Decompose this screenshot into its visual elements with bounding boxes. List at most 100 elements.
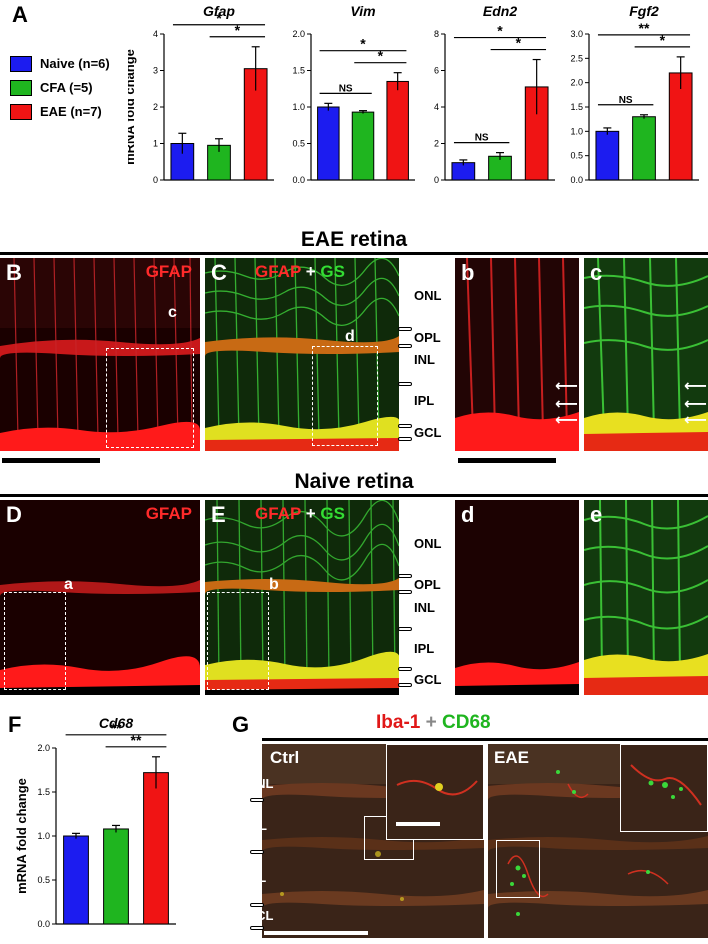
- panel-label-d: d: [461, 502, 475, 527]
- panel-G-layer-onl: ONL: [246, 776, 274, 791]
- chart-edn2: Edn2 0 2 4 6 8 NS * *: [434, 3, 555, 185]
- panel-label-C: C: [211, 260, 227, 285]
- panel-G-stain-iba: Iba-1: [376, 712, 421, 733]
- panel-e-image: [584, 500, 708, 695]
- panel-G-layer-ipl: IPL: [246, 870, 267, 885]
- legend-swatch-naive: [10, 56, 32, 72]
- legend-label-eae: EAE (n=7): [40, 104, 102, 119]
- panel-G-scale-bar: [264, 931, 368, 935]
- panel-G-stain-cd68: CD68: [442, 712, 491, 733]
- panel-E-stain-gs: GS: [320, 504, 345, 523]
- panel-label-B: B: [6, 260, 22, 285]
- arrow-icon: ⟵: [555, 378, 578, 395]
- y-tick-label: 0.5: [37, 875, 50, 885]
- naive-layer-tick: [398, 590, 412, 594]
- panel-E-inset-box: [207, 592, 269, 690]
- panel-D-stain-gfap: GFAP: [145, 504, 192, 523]
- panel-label-G: G: [232, 712, 250, 737]
- arrow-icon: ⟵: [684, 378, 707, 395]
- panel-label-D: D: [6, 502, 22, 527]
- y-tick-label: 1.5: [37, 787, 50, 797]
- panel-G-eae-label: EAE: [494, 748, 529, 767]
- panel-b-image: [455, 258, 579, 451]
- y-tick-label: 3.0: [570, 29, 583, 39]
- significance-label: *: [235, 22, 241, 38]
- panel-B-micrograph: B GFAP c: [0, 258, 200, 451]
- significance-label: **: [131, 732, 142, 748]
- panel-d-image: [455, 500, 579, 695]
- naive-layer-tick: [398, 683, 412, 687]
- y-tick-label: 2.5: [570, 53, 583, 63]
- y-tick-label: 0.0: [570, 175, 583, 185]
- naive-layer-tick: [398, 627, 412, 631]
- panel-C-inset-label: d: [345, 328, 355, 345]
- panel-B-image: [0, 258, 200, 451]
- bar-cfa: [351, 111, 375, 181]
- bar-naive: [317, 106, 340, 181]
- panel-e-micrograph: e: [584, 500, 708, 695]
- y-tick-label: 0: [153, 175, 158, 185]
- eae-section-rule: [0, 252, 708, 255]
- y-tick-label: 1.0: [292, 102, 305, 112]
- panel-label-b: b: [461, 260, 475, 285]
- panel-G-eae-image: [488, 744, 708, 938]
- y-tick-label: 0.0: [37, 919, 50, 929]
- y-tick-label: 2.0: [292, 29, 305, 39]
- panel-E-stain-gfap: GFAP: [255, 504, 301, 523]
- legend-label-naive: Naive (n=6): [40, 56, 110, 71]
- panel-C-stain-gfap: GFAP: [255, 262, 301, 281]
- panel-G-ctrl-inset-image: [396, 779, 478, 796]
- naive-layer-inl: INL: [414, 600, 435, 615]
- panel-G-ctrl-micrograph: Ctrl: [262, 744, 484, 938]
- bar-naive: [595, 130, 620, 181]
- panel-D-micrograph: D GFAP a: [0, 500, 200, 695]
- panel-G-layer-tick: [250, 850, 264, 854]
- arrow-icon: ⟵: [555, 412, 578, 429]
- panel-G-layer-tick: [250, 903, 264, 907]
- panel-b-micrograph: b ⟵ ⟵ ⟵: [455, 258, 579, 451]
- y-tick-label: 2.0: [37, 743, 50, 753]
- panel-G-ctrl-label: Ctrl: [270, 748, 300, 767]
- significance-label: *: [360, 36, 366, 52]
- y-tick-label: 3: [153, 66, 158, 76]
- panel-G-inset-scale-bar: [396, 822, 440, 826]
- panel-E-image: [205, 500, 399, 695]
- panel-E-stain: GFAP + GS: [255, 504, 345, 524]
- panel-G-stain: Iba-1 + CD68: [376, 712, 491, 734]
- chart-title: Fgf2: [629, 3, 659, 19]
- panel-E-inset-label: b: [269, 576, 279, 593]
- bar-cfa: [103, 828, 129, 925]
- panel-G-layer-tick: [250, 798, 264, 802]
- eae-layer-inl: INL: [414, 352, 435, 367]
- panel-C-micrograph: C GFAP + GS d: [205, 258, 399, 451]
- panel-c-image: [584, 258, 708, 451]
- panel-C-image: [205, 258, 399, 451]
- significance-label: NS: [339, 83, 353, 94]
- eae-layer-tick: [398, 344, 412, 348]
- y-tick-label: 1.0: [37, 831, 50, 841]
- panel-label-c: c: [590, 260, 603, 285]
- panel-label-E: E: [211, 502, 226, 527]
- panel-B-inset-box: [106, 348, 194, 448]
- panel-C-stain-gs: GS: [320, 262, 345, 281]
- chart-gfap: Gfap mRNA fold change 0 1 2 3 4 * *: [128, 3, 274, 185]
- significance-label: **: [111, 720, 122, 736]
- chart-title: Gfap: [203, 3, 235, 19]
- panel-G-eae-micrograph: EAE: [488, 744, 708, 938]
- chart-vim: Vim 0.0 0.5 1.0 1.5 2.0 NS * *: [292, 3, 415, 185]
- eae-layer-ipl: IPL: [414, 393, 435, 408]
- naive-layer-onl: ONL: [414, 536, 442, 551]
- y-tick-label: 1.0: [570, 126, 583, 136]
- significance-label: NS: [619, 95, 633, 106]
- significance-label: NS: [475, 133, 489, 144]
- eae-layer-tick: [398, 437, 412, 441]
- significance-label: *: [378, 48, 384, 64]
- eae-layer-tick: [398, 424, 412, 428]
- eae-layer-opl: OPL: [414, 330, 441, 345]
- eae-layer-tick: [398, 327, 412, 331]
- y-tick-label: 4: [434, 102, 439, 112]
- eae-layer-gcl: GCL: [414, 425, 442, 440]
- y-axis-label: mRNA fold change: [128, 49, 137, 165]
- panel-G-layer-inl: INL: [246, 818, 267, 833]
